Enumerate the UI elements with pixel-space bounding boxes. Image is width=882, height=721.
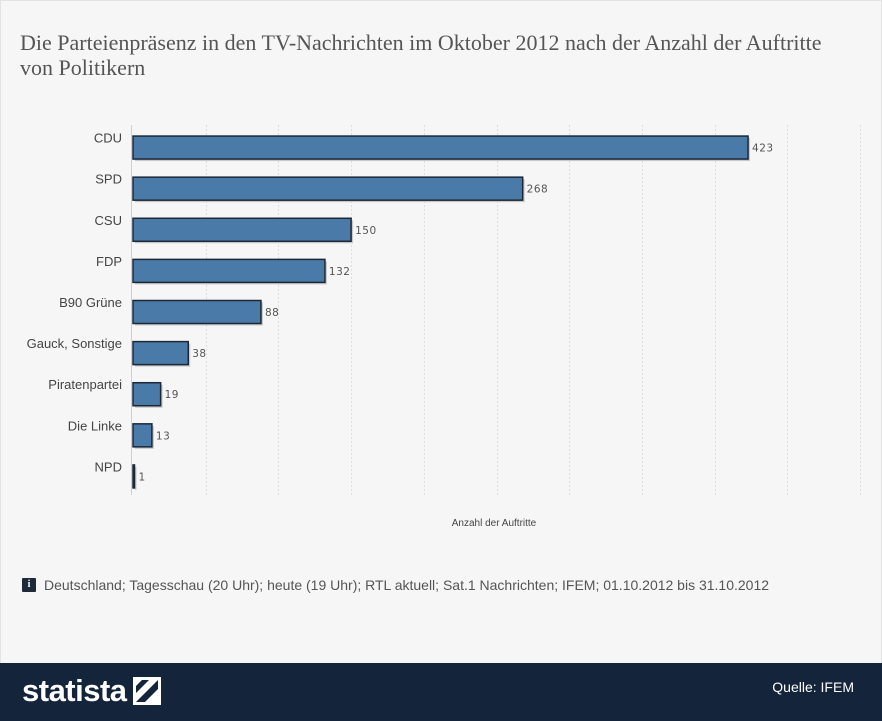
bar [132, 340, 190, 366]
x-axis-title: Anzahl der Auftritte [452, 518, 537, 529]
bar [132, 381, 162, 407]
data-label: 13 [156, 430, 170, 442]
category-label: CSU [95, 213, 122, 228]
footer-bar: statista Quelle: IFEM [0, 663, 882, 721]
chart-title: Die Parteienpräsenz in den TV-Nachrichte… [20, 30, 822, 80]
statista-logo[interactable]: statista [22, 673, 161, 709]
bar-shadow [135, 466, 137, 490]
bar [132, 217, 352, 243]
category-label: Die Linke [68, 418, 122, 433]
data-label: 423 [752, 143, 774, 155]
data-label: 88 [265, 307, 279, 319]
data-label: 268 [527, 184, 549, 196]
bar [132, 423, 153, 448]
brand-name: statista [22, 673, 127, 708]
data-label: 132 [329, 266, 351, 278]
bar-chart: CDU 423 SPD 268 CSU 150 FDP 132 B90 Grüne 88 Gauck… [27, 125, 861, 529]
category-label: CDU [94, 131, 122, 146]
source-note: i Deutschland; Tagesschau (20 Uhr); heut… [22, 577, 769, 593]
bar [132, 299, 262, 325]
bar [132, 464, 136, 489]
category-label: Piratenpartei [48, 377, 122, 392]
source-note-text: Deutschland; Tagesschau (20 Uhr); heute … [44, 577, 770, 593]
data-label: 38 [192, 348, 206, 360]
data-label: 150 [355, 225, 377, 237]
category-label: Gauck, Sonstige [27, 336, 122, 351]
bar [132, 176, 524, 201]
bar [132, 135, 749, 160]
statista-mark-icon [132, 677, 161, 705]
data-label: 1 [139, 471, 146, 483]
info-icon[interactable]: i [22, 578, 36, 592]
category-label: NPD [95, 459, 122, 474]
category-label: FDP [96, 254, 122, 269]
source-label: Quelle: IFEM [772, 679, 854, 695]
category-label: SPD [95, 172, 122, 187]
category-label: B90 Grüne [59, 295, 122, 310]
data-label: 19 [165, 389, 179, 401]
bar [132, 258, 326, 284]
